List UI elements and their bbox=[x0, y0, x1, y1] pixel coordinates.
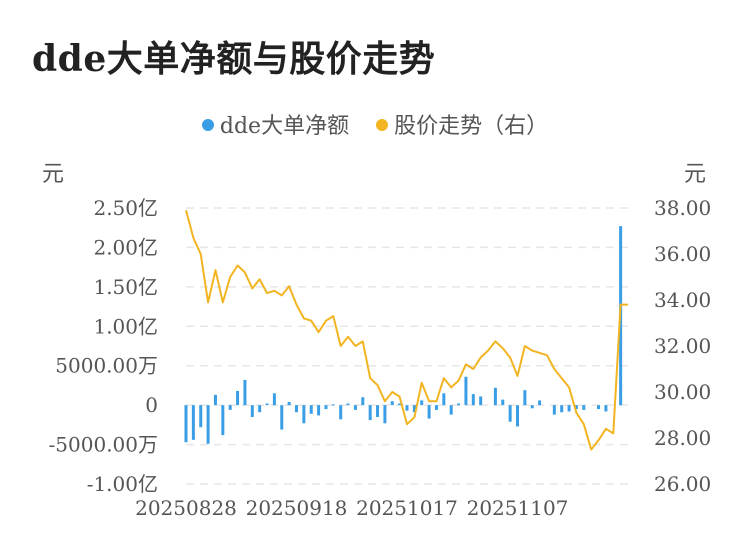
dde-bar bbox=[457, 403, 461, 406]
dde-bar bbox=[191, 405, 195, 440]
dde-bar bbox=[538, 400, 542, 406]
dde-bar bbox=[368, 405, 372, 421]
dde-bar bbox=[243, 379, 247, 406]
dde-bar bbox=[331, 404, 335, 406]
dde-bar bbox=[582, 405, 586, 410]
x-axis-tick-label: 20250828 bbox=[135, 496, 237, 520]
chart-title: dde大单净额与股价走势 bbox=[32, 38, 436, 80]
dde-bar bbox=[324, 405, 328, 410]
right-axis-tick-label: 28.00 bbox=[654, 426, 711, 450]
x-axis-tick-label: 20251017 bbox=[356, 496, 458, 520]
dde-bar bbox=[199, 405, 203, 428]
legend-label-price: 股价走势（右） bbox=[394, 114, 549, 139]
dde-bar bbox=[560, 405, 564, 413]
dde-bar bbox=[405, 405, 409, 411]
legend-item-dde[interactable]: dde大单净额 bbox=[201, 108, 350, 140]
dde-bar bbox=[523, 390, 527, 406]
dde-bar bbox=[228, 405, 232, 410]
dde-bar bbox=[567, 405, 571, 412]
left-axis-tick-label: -1.00亿 bbox=[87, 472, 158, 496]
chart-legend: dde大单净额 股价走势（右） bbox=[0, 108, 750, 140]
dde-bar bbox=[221, 405, 225, 436]
dde-bar bbox=[376, 405, 380, 417]
dde-bar bbox=[302, 405, 306, 424]
dde-bar bbox=[398, 403, 402, 406]
left-axis-tick-label: 2.50亿 bbox=[93, 196, 158, 220]
left-axis-tick-label: 0 bbox=[145, 393, 158, 417]
legend-label-dde: dde大单净额 bbox=[219, 114, 350, 139]
dde-bar bbox=[449, 405, 453, 415]
left-axis-unit: 元 bbox=[42, 162, 65, 187]
left-axis-tick-label: 2.00亿 bbox=[93, 235, 158, 259]
dde-bar bbox=[258, 405, 262, 413]
dde-bar bbox=[508, 405, 512, 422]
left-axis-tick-label: -5000.00万 bbox=[49, 433, 158, 457]
dde-bar bbox=[420, 400, 424, 406]
dde-bar bbox=[213, 394, 217, 406]
dde-bar bbox=[383, 405, 387, 424]
right-axis-tick-label: 36.00 bbox=[654, 242, 711, 266]
price-line bbox=[185, 210, 628, 451]
dde-bar bbox=[574, 405, 578, 410]
dde-bar bbox=[501, 399, 505, 406]
dde-bar bbox=[265, 403, 269, 406]
x-axis-tick-label: 20250918 bbox=[246, 496, 348, 520]
right-axis-tick-label: 32.00 bbox=[654, 334, 711, 358]
dde-bar bbox=[206, 405, 210, 444]
dde-bar bbox=[250, 405, 254, 417]
left-axis-tick-label: 1.50亿 bbox=[93, 275, 158, 299]
dde-bar bbox=[309, 405, 313, 414]
dde-bar bbox=[530, 405, 534, 409]
dde-bar bbox=[427, 405, 431, 419]
dde-bar bbox=[604, 405, 608, 412]
dde-bar bbox=[516, 405, 519, 427]
dde-bar bbox=[597, 405, 601, 410]
dde-bar bbox=[287, 401, 291, 406]
x-axis-tick-label: 20251107 bbox=[467, 496, 569, 520]
dde-bar bbox=[412, 405, 416, 413]
dde-bar bbox=[361, 397, 365, 406]
dde-bar bbox=[346, 403, 350, 406]
dde-bar bbox=[442, 393, 446, 406]
dde-bar bbox=[295, 405, 298, 413]
dde-bar bbox=[236, 390, 240, 406]
right-axis-tick-label: 30.00 bbox=[654, 380, 711, 404]
dde-bar bbox=[184, 405, 188, 443]
right-axis-unit: 元 bbox=[684, 162, 707, 187]
legend-dot-price bbox=[376, 119, 389, 131]
dde-bar bbox=[272, 393, 276, 406]
dde-bar bbox=[434, 405, 438, 410]
left-axis-tick-label: 5000.00万 bbox=[55, 354, 158, 378]
dde-bar bbox=[464, 376, 468, 406]
dde-bar bbox=[317, 405, 321, 416]
right-axis-tick-label: 34.00 bbox=[654, 288, 711, 312]
dde-bar bbox=[493, 387, 497, 406]
legend-dot-dde bbox=[201, 119, 214, 131]
left-axis-tick-label: 1.00亿 bbox=[93, 314, 158, 338]
dde-bar bbox=[479, 396, 483, 406]
dde-bar bbox=[390, 401, 394, 406]
right-axis-tick-label: 38.00 bbox=[654, 196, 711, 220]
legend-item-price[interactable]: 股价走势（右） bbox=[376, 108, 548, 140]
dde-bar bbox=[339, 405, 343, 420]
dde-bar bbox=[280, 405, 284, 430]
dde-bar bbox=[353, 405, 357, 410]
dde-bar bbox=[552, 405, 556, 415]
right-axis-tick-label: 26.00 bbox=[654, 472, 711, 496]
dde-bar bbox=[471, 394, 475, 406]
